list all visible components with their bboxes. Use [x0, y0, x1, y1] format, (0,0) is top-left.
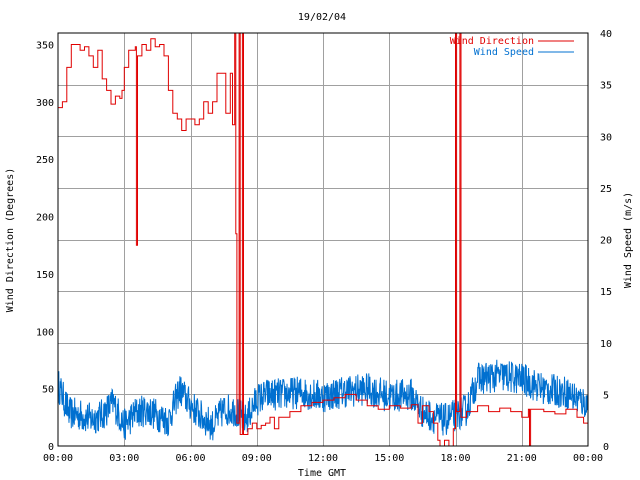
x-tick-label: 06:00 [175, 453, 205, 464]
y-left-tick-label: 350 [36, 40, 54, 51]
y-right-tick-label: 5 [603, 390, 609, 401]
x-tick-label: 00:00 [43, 453, 73, 464]
y-left-tick-label: 300 [36, 98, 54, 109]
x-tick-label: 21:00 [507, 453, 537, 464]
plot-frame [57, 32, 589, 447]
y-axis-label-left: Wind Direction (Degrees) [5, 168, 16, 313]
x-tick-label: 18:00 [440, 453, 470, 464]
y-left-tick-label: 150 [36, 270, 54, 281]
y-right-tick-label: 35 [600, 81, 612, 92]
legend-label: Wind Speed [474, 47, 534, 58]
x-tick-label: 12:00 [308, 453, 338, 464]
x-tick-label: 00:00 [573, 453, 603, 464]
axis-layer: 00:00 03:00 06:00 09:00 12:00 15:00 18:00 21:00… [36, 29, 612, 464]
y-right-tick-label: 0 [603, 442, 609, 453]
chart-title: 19/02/04 [298, 12, 346, 23]
y-left-tick-label: 250 [36, 155, 54, 166]
y-left-tick-label: 100 [36, 327, 54, 338]
x-tick-label: 03:00 [109, 453, 139, 464]
x-tick-label: 09:00 [242, 453, 272, 464]
x-tick-label: 15:00 [374, 453, 404, 464]
y-right-tick-label: 15 [600, 287, 612, 298]
y-left-tick-label: 50 [42, 385, 54, 396]
y-left-tick-label: 0 [48, 442, 54, 453]
series-line-wind-speed [57, 359, 589, 441]
y-right-tick-label: 20 [600, 236, 612, 247]
y-right-tick-label: 10 [600, 339, 612, 350]
legend-label: Wind Direction [450, 36, 534, 47]
y-left-tick-label: 200 [36, 213, 54, 224]
y-right-tick-label: 30 [600, 132, 612, 143]
y-axis-label-right: Wind Speed (m/s) [623, 192, 634, 288]
y-right-tick-label: 25 [600, 184, 612, 195]
x-axis-label: Time GMT [298, 468, 346, 479]
y-right-tick-label: 40 [600, 29, 612, 40]
